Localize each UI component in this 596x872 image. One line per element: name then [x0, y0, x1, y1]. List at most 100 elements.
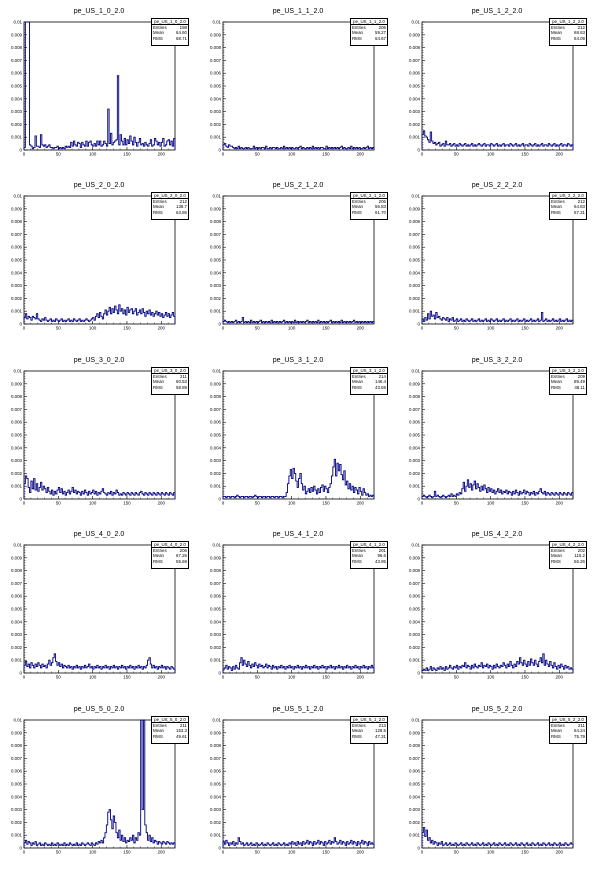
y-tick-label: 0.01 — [212, 20, 221, 25]
y-tick-label: 0.009 — [210, 555, 222, 560]
x-tick-label: 50 — [454, 850, 459, 855]
histogram-line — [23, 475, 176, 499]
x-tick-label: 0 — [421, 501, 424, 506]
y-tick-label: 0.003 — [210, 109, 222, 114]
stats-entries-label: Entries — [352, 374, 366, 379]
y-tick-label: 0.007 — [210, 58, 222, 63]
y-tick-label: 0.01 — [411, 20, 420, 25]
x-tick-label: 100 — [487, 850, 495, 855]
stats-mean-row: Mean 64.24 — [550, 728, 586, 733]
x-tick-label: 100 — [487, 675, 495, 680]
y-tick-label: 0.01 — [13, 369, 22, 374]
y-tick-label: 0.005 — [210, 782, 222, 787]
y-tick-label: 0.005 — [11, 607, 23, 612]
y-tick-label: 0.005 — [409, 258, 421, 263]
y-tick-label: 0.006 — [11, 420, 23, 425]
y-tick-label: 0.002 — [409, 820, 421, 825]
histogram-pad: pe_US_3_2_2.0 0 0.001 0.002 0.003 0.004 0.005 0… — [398, 349, 596, 523]
stats-rms-value: 68.71 — [176, 35, 187, 41]
stats-entries-row: Entries 206 — [351, 25, 387, 30]
y-tick-label: 0.004 — [11, 96, 23, 101]
stats-rms-row: RMS 68.71 — [152, 36, 188, 41]
x-tick-label: 50 — [56, 850, 61, 855]
histogram-title: pe_US_2_0_2.0 — [73, 182, 125, 189]
y-tick-label: 0.007 — [409, 232, 421, 237]
x-tick-label: 50 — [454, 501, 459, 506]
x-tick-label: 0 — [23, 675, 26, 680]
x-tick-label: 200 — [357, 675, 365, 680]
x-tick-label: 150 — [521, 501, 529, 506]
stats-rms-row: RMS 55.69 — [152, 559, 188, 564]
stats-mean-row: Mean 153.3 — [152, 728, 188, 733]
x-tick-label: 150 — [322, 152, 330, 157]
x-tick-label: 50 — [56, 675, 61, 680]
stats-entries-row: Entries 202 — [550, 548, 586, 553]
stats-entries-row: Entries 213 — [351, 723, 387, 728]
y-tick-label: 0.005 — [409, 607, 421, 612]
y-tick-label: 0.008 — [409, 743, 421, 748]
y-tick-label: 0.006 — [409, 71, 421, 76]
x-tick-label: 0 — [23, 501, 26, 506]
y-tick-label: 0.007 — [210, 756, 222, 761]
x-tick-label: 200 — [357, 326, 365, 331]
histogram-plot: 0 0.001 0.002 0.003 0.004 0.005 0.006 0.007 0.00… — [409, 20, 574, 157]
stats-mean-label: Mean — [153, 728, 164, 734]
histogram-title: pe_US_4_1_2.0 — [272, 531, 324, 538]
y-tick-label: 0.01 — [411, 718, 420, 723]
stats-box-title: pe_US_2_1_2.0 — [351, 193, 387, 199]
y-tick-label: 0.001 — [210, 484, 222, 489]
y-tick-label: 0.005 — [409, 84, 421, 89]
stats-entries-row: Entries 211 — [550, 723, 586, 728]
x-tick-label: 0 — [421, 152, 424, 157]
histogram-plot: 0 0.001 0.002 0.003 0.004 0.005 0.006 0.007 0.00… — [210, 543, 375, 680]
x-tick-label: 150 — [521, 675, 529, 680]
y-tick-label: 0 — [418, 148, 421, 153]
y-tick-label: 0.001 — [11, 484, 23, 489]
stats-mean-value: 89.49 — [574, 379, 585, 385]
y-tick-label: 0 — [20, 497, 23, 502]
histogram-line — [222, 657, 375, 673]
stats-box-title: pe_US_2_0_2.0 — [152, 193, 188, 199]
histogram-pad: pe_US_4_0_2.0 0 0.001 0.002 0.003 0.004 0.005 0… — [0, 523, 198, 697]
x-tick-label: 50 — [255, 675, 260, 680]
stats-box-title: pe_US_3_0_2.0 — [152, 368, 188, 374]
x-tick-label: 50 — [255, 501, 260, 506]
stats-rms-row: RMS 47.31 — [351, 734, 387, 739]
histogram-title: pe_US_2_1_2.0 — [272, 182, 324, 189]
histogram-line — [421, 479, 574, 499]
histogram-plot: 0 0.001 0.002 0.003 0.004 0.005 0.006 0.007 0.00… — [11, 194, 176, 331]
stats-mean-label: Mean — [352, 204, 363, 210]
y-tick-label: 0.008 — [210, 45, 222, 50]
stats-mean-label: Mean — [153, 553, 164, 559]
y-tick-label: 0.003 — [409, 632, 421, 637]
stats-mean-value: 67.26 — [176, 553, 187, 559]
y-tick-label: 0.007 — [409, 58, 421, 63]
histogram-line — [222, 317, 375, 324]
y-tick-label: 0.002 — [11, 122, 23, 127]
histogram-title: pe_US_3_2_2.0 — [471, 357, 523, 364]
y-tick-label: 0.004 — [409, 445, 421, 450]
stats-box-title: pe_US_3_2_2.0 — [550, 368, 586, 374]
histogram-pad: pe_US_1_2_2.0 0 0.001 0.002 0.003 0.004 0.005 0… — [398, 0, 596, 174]
stats-entries-label: Entries — [551, 374, 565, 379]
y-tick-label: 0.008 — [11, 394, 23, 399]
stats-rms-row: RMS 58.89 — [152, 385, 188, 390]
x-tick-label: 100 — [487, 152, 495, 157]
x-tick-label: 200 — [158, 152, 166, 157]
y-tick-label: 0.007 — [11, 407, 23, 412]
y-tick-label: 0.007 — [11, 756, 23, 761]
y-tick-label: 0.006 — [409, 245, 421, 250]
histogram-line — [23, 719, 176, 848]
y-tick-label: 0.002 — [210, 645, 222, 650]
y-tick-label: 0.003 — [210, 283, 222, 288]
y-tick-label: 0.003 — [210, 632, 222, 637]
stats-mean-label: Mean — [352, 553, 363, 559]
y-tick-label: 0.006 — [210, 769, 222, 774]
y-tick-label: 0.004 — [210, 270, 222, 275]
stats-box: pe_US_2_0_2.0 Entries 212 Mean 138.7 RMS 63.86 — [151, 192, 189, 220]
y-tick-label: 0.008 — [409, 394, 421, 399]
y-tick-label: 0.004 — [409, 794, 421, 799]
stats-rms-label: RMS — [153, 209, 163, 215]
x-tick-label: 100 — [89, 152, 97, 157]
y-tick-label: 0.004 — [11, 794, 23, 799]
